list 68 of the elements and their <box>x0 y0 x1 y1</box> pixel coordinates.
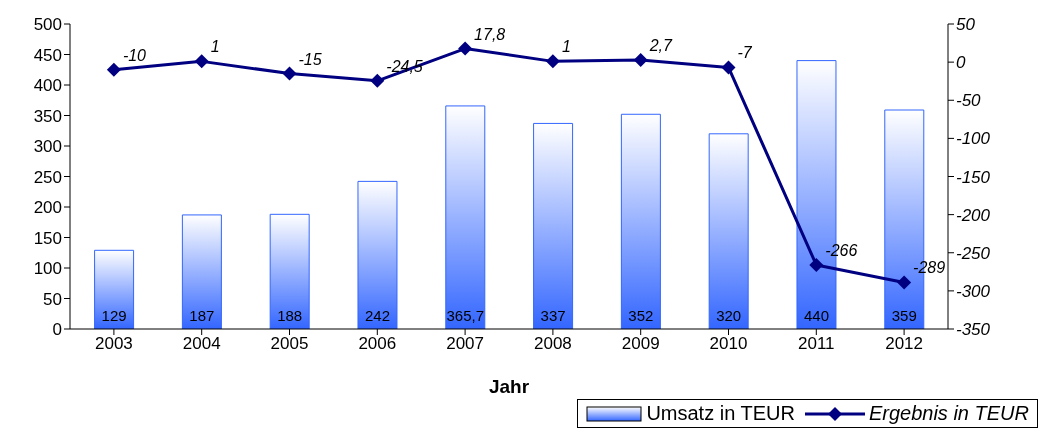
bar <box>708 133 749 329</box>
bar <box>269 213 310 329</box>
legend-label: Ergebnis in TEUR <box>867 402 1029 425</box>
x-tick-label: 2006 <box>358 334 397 354</box>
y-tick-label: 450 <box>33 45 62 65</box>
x-tick-label: 2003 <box>94 334 133 354</box>
data-label: 242 <box>364 307 390 324</box>
y2-tick-label: -100 <box>956 129 991 149</box>
x-tick-label: 2012 <box>885 334 924 354</box>
bar <box>181 214 222 329</box>
y2-tick-label: 50 <box>956 15 976 35</box>
data-label: -15 <box>298 50 322 68</box>
data-label: 17,8 <box>474 25 506 43</box>
x-tick-label: 2009 <box>621 334 660 354</box>
data-label: 352 <box>628 307 654 324</box>
data-label: 359 <box>891 307 917 324</box>
data-label: 188 <box>277 307 303 324</box>
data-label: 1 <box>561 38 571 56</box>
data-label: -7 <box>737 44 753 62</box>
y-tick-label: 100 <box>33 259 62 279</box>
y2-tick-label: -300 <box>956 281 991 301</box>
y-tick-label: 250 <box>33 167 62 187</box>
y2-tick-label: 0 <box>956 53 966 73</box>
y2-tick-label: -200 <box>956 205 991 225</box>
point <box>633 53 648 68</box>
point <box>545 54 560 69</box>
point <box>458 41 473 56</box>
bar <box>533 122 574 329</box>
y-tick-label: 500 <box>33 15 62 35</box>
bar <box>94 249 135 329</box>
y2-tick-label: -350 <box>956 320 991 340</box>
bar <box>620 113 661 329</box>
x-tick-label: 2004 <box>182 334 221 354</box>
point <box>370 73 385 88</box>
x-tick-label: 2011 <box>798 334 835 354</box>
bar <box>445 105 486 329</box>
data-label: 1 <box>210 38 220 56</box>
point <box>897 275 912 290</box>
point <box>106 62 121 77</box>
y2-tick-label: -50 <box>956 91 982 111</box>
y-tick-label: 0 <box>52 320 62 340</box>
data-label: 440 <box>803 307 829 324</box>
data-label: 187 <box>189 307 215 324</box>
point <box>194 54 209 69</box>
y-tick-label: 400 <box>33 76 62 96</box>
data-label: 337 <box>540 307 566 324</box>
data-label: 365,7 <box>446 307 485 324</box>
y-tick-label: 150 <box>33 228 62 248</box>
data-label: 320 <box>716 307 742 324</box>
point <box>282 66 297 81</box>
data-label: -10 <box>122 46 147 64</box>
x-tick-label: 2007 <box>446 334 485 354</box>
data-label: 2,7 <box>648 37 674 55</box>
x-tick-label: 2005 <box>270 334 309 354</box>
y-tick-label: 50 <box>43 289 62 309</box>
x-tick-label: 2008 <box>533 334 572 354</box>
x-axis-title: Jahr <box>488 376 530 397</box>
data-label: 129 <box>101 307 127 324</box>
y-tick-label: 200 <box>33 198 62 218</box>
y2-tick-label: -250 <box>956 243 991 263</box>
bar <box>357 180 398 329</box>
y2-tick-label: -150 <box>956 167 991 187</box>
point <box>721 60 736 75</box>
y-tick-label: 300 <box>33 137 62 157</box>
x-tick-label: 2010 <box>709 334 748 354</box>
point <box>809 257 824 272</box>
y-tick-label: 350 <box>33 106 62 126</box>
legend-label: Umsatz in TEUR <box>645 402 795 425</box>
